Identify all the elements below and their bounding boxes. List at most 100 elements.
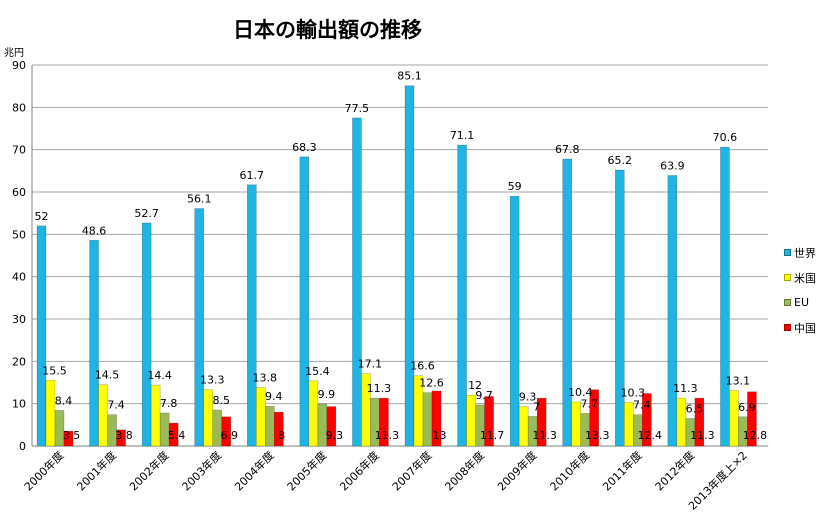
bar-EU bbox=[422, 392, 433, 447]
data-label-中国: 11.3 bbox=[532, 429, 557, 442]
bar-中国 bbox=[63, 430, 74, 447]
data-label-中国: 6.9 bbox=[220, 429, 238, 442]
data-label-EU: 8.5 bbox=[212, 394, 230, 407]
data-label-中国: 12.4 bbox=[638, 429, 663, 442]
data-label-EU: 9.4 bbox=[265, 390, 283, 403]
data-label-世界: 48.6 bbox=[82, 224, 107, 237]
data-label-EU: 7.4 bbox=[633, 399, 651, 412]
bar-中国 bbox=[484, 396, 494, 447]
data-label-世界: 63.9 bbox=[660, 159, 685, 172]
bar-中国 bbox=[274, 411, 284, 447]
legend-swatch bbox=[784, 249, 791, 256]
x-tick-label: 2000年度 bbox=[21, 448, 66, 493]
x-tick-label: 2002年度 bbox=[126, 448, 171, 493]
y-tick-label: 70 bbox=[12, 144, 26, 157]
data-label-中国: 5.4 bbox=[168, 429, 186, 442]
x-tick-label: 2008年度 bbox=[442, 448, 487, 493]
y-tick-label: 20 bbox=[12, 355, 26, 368]
data-label-EU: 7.7 bbox=[580, 397, 598, 410]
data-label-中国: 11.7 bbox=[480, 429, 505, 442]
data-label-世界: 68.3 bbox=[292, 141, 317, 154]
bar-中国 bbox=[326, 406, 337, 447]
x-tick-label: 2012年度 bbox=[652, 448, 697, 493]
bar-世界 bbox=[562, 158, 572, 447]
bar-中国 bbox=[379, 397, 389, 447]
data-label-世界: 71.1 bbox=[450, 129, 475, 142]
data-label-EU: 7.8 bbox=[160, 397, 178, 410]
data-label-米国: 13.8 bbox=[253, 372, 278, 385]
data-label-世界: 77.5 bbox=[345, 102, 370, 115]
bar-世界 bbox=[247, 184, 257, 447]
legend-label: 世界 bbox=[794, 246, 816, 260]
bar-世界 bbox=[89, 240, 99, 447]
x-tick-label: 2004年度 bbox=[231, 448, 276, 493]
data-label-世界: 52 bbox=[35, 210, 49, 223]
data-label-米国: 14.5 bbox=[95, 369, 120, 382]
data-label-中国: 8 bbox=[278, 429, 285, 442]
x-tick-label: 2001年度 bbox=[74, 448, 119, 493]
bar-米国 bbox=[203, 389, 213, 447]
data-label-中国: 13 bbox=[433, 429, 447, 442]
data-label-米国: 15.4 bbox=[305, 365, 330, 378]
legend-item: 世界 bbox=[784, 240, 816, 265]
data-label-中国: 3.8 bbox=[115, 429, 133, 442]
bar-世界 bbox=[352, 117, 362, 447]
bar-中国 bbox=[589, 389, 599, 447]
y-tick-label: 60 bbox=[12, 186, 26, 199]
bar-世界 bbox=[141, 222, 152, 447]
legend-swatch bbox=[784, 274, 791, 281]
bar-世界 bbox=[36, 225, 47, 447]
data-label-米国: 9.3 bbox=[519, 391, 537, 404]
bar-米国 bbox=[518, 406, 529, 447]
data-label-EU: 6.5 bbox=[686, 402, 704, 415]
data-label-EU: 6.9 bbox=[738, 401, 756, 414]
data-label-世界: 85.1 bbox=[397, 70, 422, 83]
data-label-米国: 10.4 bbox=[568, 386, 593, 399]
data-label-世界: 59 bbox=[508, 180, 522, 193]
y-tick-label: 80 bbox=[12, 101, 26, 114]
y-tick-label: 90 bbox=[12, 59, 26, 72]
data-label-世界: 70.6 bbox=[713, 131, 738, 144]
x-tick-label: 2007年度 bbox=[389, 448, 434, 493]
x-tick-label: 2005年度 bbox=[284, 448, 329, 493]
data-label-中国: 3.5 bbox=[63, 429, 81, 442]
legend-swatch bbox=[784, 299, 791, 306]
bar-米国 bbox=[676, 397, 687, 447]
data-label-米国: 13.3 bbox=[200, 374, 225, 387]
legend-item: 中国 bbox=[784, 315, 816, 340]
legend-label: EU bbox=[794, 296, 810, 309]
x-tick-label: 2010年度 bbox=[547, 448, 592, 493]
bar-米国 bbox=[45, 380, 56, 447]
data-label-世界: 65.2 bbox=[608, 154, 633, 167]
data-label-米国: 16.6 bbox=[410, 360, 435, 373]
legend: 世界 米国 EU 中国 bbox=[784, 240, 816, 340]
data-label-米国: 17.1 bbox=[358, 358, 383, 371]
x-tick-label: 2003年度 bbox=[179, 448, 224, 493]
bar-世界 bbox=[194, 208, 204, 447]
data-label-EU: 8.4 bbox=[55, 394, 73, 407]
x-tick-label: 2006年度 bbox=[337, 448, 382, 493]
bar-米国 bbox=[150, 384, 161, 447]
data-label-中国: 9.3 bbox=[326, 429, 344, 442]
bar-中国 bbox=[747, 391, 757, 447]
bar-米国 bbox=[624, 402, 634, 447]
y-axis-unit-label: 兆円 bbox=[4, 48, 24, 59]
bar-中国 bbox=[221, 416, 231, 447]
bar-世界 bbox=[720, 146, 730, 447]
data-label-米国: 12 bbox=[468, 379, 482, 392]
bar-米国 bbox=[98, 384, 108, 447]
data-label-EU: 9.9 bbox=[318, 388, 336, 401]
data-label-世界: 61.7 bbox=[240, 169, 265, 182]
y-tick-label: 40 bbox=[12, 271, 26, 284]
data-label-中国: 13.3 bbox=[585, 429, 610, 442]
bar-米国 bbox=[256, 387, 266, 447]
data-label-中国: 11.3 bbox=[690, 429, 715, 442]
bar-中国 bbox=[116, 429, 126, 447]
x-tick-label: 2009年度 bbox=[494, 448, 539, 493]
y-tick-label: 50 bbox=[12, 228, 26, 241]
legend-item: EU bbox=[784, 290, 816, 315]
bar-米国 bbox=[466, 394, 476, 447]
data-label-米国: 10.3 bbox=[621, 386, 646, 399]
bar-中国 bbox=[694, 397, 705, 447]
